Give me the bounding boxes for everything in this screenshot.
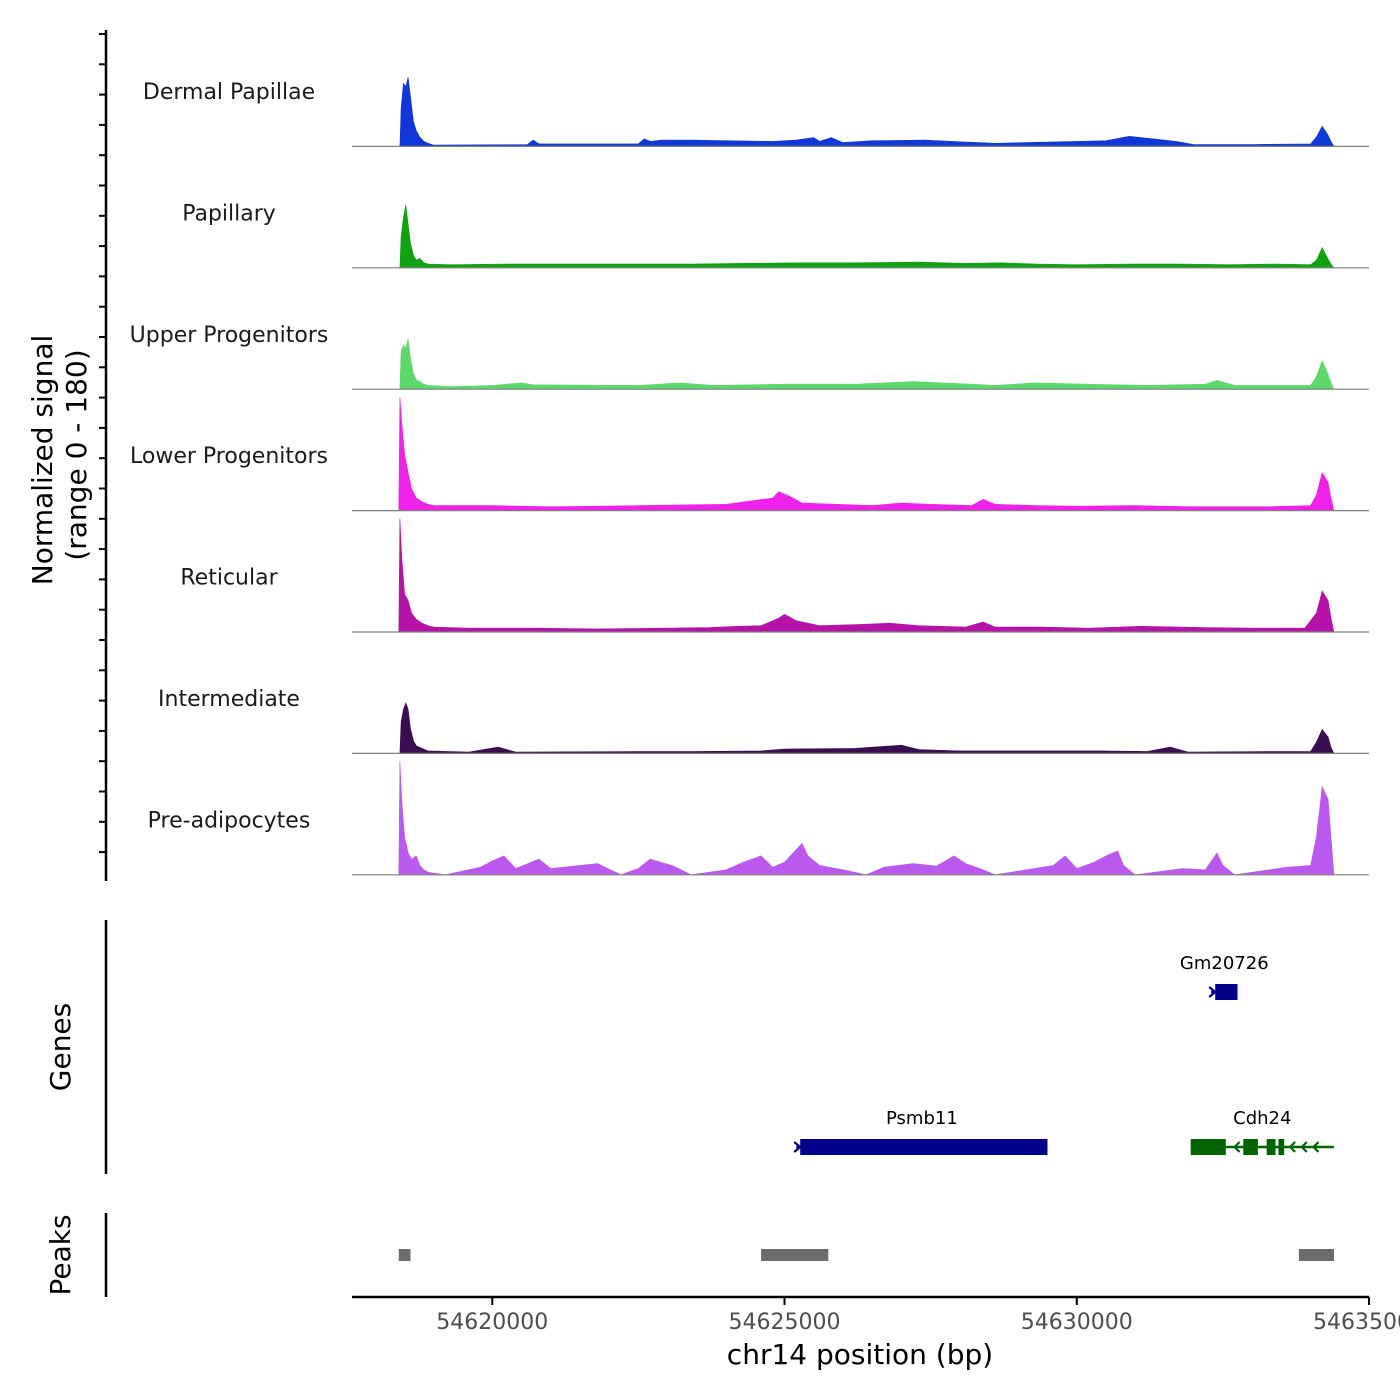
gene-exon xyxy=(1243,1139,1258,1155)
gene-exon xyxy=(800,1139,1048,1155)
peak-track xyxy=(398,1249,1334,1261)
x-tick-label: 54635000 xyxy=(1313,1310,1400,1335)
x-axis-title: chr14 position (bp) xyxy=(727,1338,993,1371)
gene-exon xyxy=(1190,1139,1226,1155)
coverage-area xyxy=(399,77,1335,147)
track-label: Papillary xyxy=(182,201,276,226)
gene-model: Cdh24 xyxy=(1190,1108,1334,1155)
track-label: Dermal Papillae xyxy=(143,80,315,105)
gene-label: Gm20726 xyxy=(1180,953,1269,974)
gene-exon xyxy=(1215,984,1238,1000)
gene-track: Gm20726 Psmb11 Cdh24 xyxy=(793,953,1334,1155)
strand-arrow xyxy=(1208,986,1217,998)
track-label: Pre-adipocytes xyxy=(148,808,311,833)
coverage-track: Upper Progenitors xyxy=(130,323,1369,390)
coverage-area xyxy=(399,702,1335,754)
x-tick-label: 54630000 xyxy=(1021,1310,1133,1335)
peaks-y-axis-title: Peaks xyxy=(44,1214,77,1295)
track-label: Reticular xyxy=(180,566,278,591)
track-label: Intermediate xyxy=(158,687,300,712)
strand-arrow xyxy=(793,1141,802,1153)
strand-arrow xyxy=(1300,1141,1308,1153)
gene-exon xyxy=(1278,1139,1285,1155)
gene-exon xyxy=(1266,1139,1276,1155)
coverage-track: Papillary xyxy=(182,201,1369,269)
coverage-track: Pre-adipocytes xyxy=(148,761,1369,876)
peak-region xyxy=(761,1249,829,1261)
coverage-area xyxy=(399,338,1335,390)
coverage-track: Lower Progenitors xyxy=(130,397,1369,512)
peak-region xyxy=(398,1249,411,1261)
strand-arrow xyxy=(1311,1141,1320,1153)
coverage-area xyxy=(398,518,1335,633)
coverage-track: Reticular xyxy=(180,518,1369,633)
gene-label: Psmb11 xyxy=(886,1108,958,1129)
coverage-y-ticks xyxy=(99,33,106,854)
strand-arrow xyxy=(1288,1141,1296,1153)
gene-label: Cdh24 xyxy=(1233,1108,1291,1129)
strand-arrow xyxy=(1233,1141,1241,1153)
x-tick-label: 54620000 xyxy=(436,1310,548,1335)
coverage-area xyxy=(398,397,1335,511)
coverage-y-axis-title-line2: (range 0 - 180) xyxy=(60,349,93,560)
coverage-area xyxy=(399,204,1335,269)
coverage-area xyxy=(398,761,1335,876)
x-axis-ticks: 54620000 54625000 54630000 54635000 xyxy=(436,1297,1400,1335)
track-label: Upper Progenitors xyxy=(130,323,329,348)
x-tick-label: 54625000 xyxy=(729,1310,841,1335)
genes-y-axis-title: Genes xyxy=(44,1003,77,1091)
gene-model: Psmb11 xyxy=(793,1108,1048,1155)
track-label: Lower Progenitors xyxy=(130,444,328,469)
coverage-tracks: Dermal Papillae Papillary Upper Progenitor… xyxy=(130,77,1369,876)
coverage-track: Intermediate xyxy=(158,687,1369,755)
gene-model: Gm20726 xyxy=(1180,953,1269,1000)
coverage-y-axis-title-line1: Normalized signal xyxy=(26,335,59,586)
peak-region xyxy=(1298,1249,1334,1261)
coverage-track: Dermal Papillae xyxy=(143,77,1369,147)
